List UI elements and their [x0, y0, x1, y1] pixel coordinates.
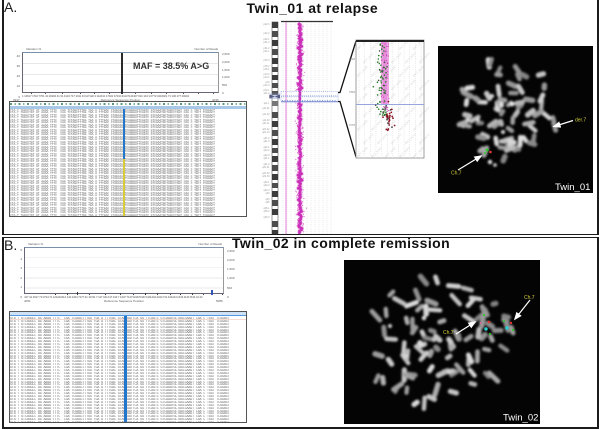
svg-text:der.7: der.7: [575, 118, 586, 124]
svg-text:p21.1: p21.1: [264, 50, 271, 53]
svg-text:q31.1: q31.1: [264, 157, 271, 160]
svg-text:q36.1: q36.1: [264, 207, 271, 210]
svg-text:q31.2: q31.2: [264, 163, 271, 166]
svg-text:q11.21: q11.21: [262, 107, 270, 110]
svg-text:q11.1: q11.1: [264, 102, 270, 105]
svg-text:q32.1: q32.1: [264, 181, 271, 184]
svg-text:p22.3: p22.3: [264, 23, 271, 26]
svg-text:55M: 55M: [349, 57, 355, 61]
svg-text:q31.31: q31.31: [262, 166, 270, 169]
svg-text:q21.13: q21.13: [262, 131, 270, 134]
svg-text:p12.3: p12.3: [264, 84, 271, 87]
svg-text:p22.1: p22.1: [264, 38, 271, 41]
svg-text:q21.12: q21.12: [262, 128, 270, 131]
svg-text:q33: q33: [266, 192, 271, 195]
svg-text:q32.2: q32.2: [264, 184, 271, 187]
svg-text:p21.3: p21.3: [264, 41, 271, 44]
svg-text:q31.32: q31.32: [262, 172, 270, 175]
svg-text:q21.11: q21.11: [262, 122, 270, 125]
svg-text:q11.22: q11.22: [262, 113, 270, 116]
svg-text:p12.1: p12.1: [264, 89, 271, 92]
svg-text:p14.1: p14.1: [264, 76, 271, 79]
svg-text:p22.2: p22.2: [264, 32, 271, 35]
svg-text:Twin_02: Twin_02: [503, 413, 538, 424]
svg-text:q35: q35: [266, 201, 271, 204]
svg-text:p14.3: p14.3: [264, 73, 271, 76]
svg-text:q32.3: q32.3: [264, 189, 271, 192]
svg-text:q34: q34: [266, 198, 271, 201]
svg-text:q21.3: q21.3: [264, 140, 271, 143]
svg-text:q36.3: q36.3: [264, 216, 271, 219]
svg-text:q22.2: q22.2: [264, 149, 271, 152]
svg-text:q22.1: q22.1: [264, 146, 271, 149]
svg-text:q36.2: q36.2: [264, 210, 271, 213]
svg-text:56M: 56M: [349, 90, 355, 94]
svg-text:Ch.7: Ch.7: [524, 295, 535, 301]
svg-text:p11.2: p11.2: [264, 92, 270, 95]
svg-text:Ch.7: Ch.7: [443, 330, 454, 336]
svg-text:Twin_01: Twin_01: [555, 182, 590, 193]
svg-text:q11.23: q11.23: [262, 119, 270, 122]
svg-text:q31.33: q31.33: [262, 175, 270, 178]
svg-text:p15.1: p15.1: [264, 68, 271, 71]
svg-text:Ch.7: Ch.7: [451, 171, 462, 177]
svg-text:p21.2: p21.2: [264, 47, 271, 50]
svg-text:p15.2: p15.2: [264, 65, 271, 68]
svg-text:p13: p13: [266, 81, 271, 84]
svg-text:q21.2: q21.2: [264, 137, 271, 140]
svg-text:57M: 57M: [349, 123, 355, 127]
svg-text:p15.3: p15.3: [264, 59, 271, 62]
svg-text:q22.3: q22.3: [264, 154, 271, 157]
